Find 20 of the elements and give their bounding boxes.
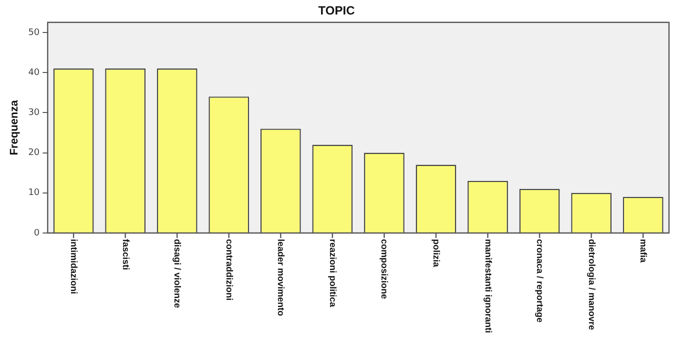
- x-tick-label: manifestanti ignoranti: [483, 239, 494, 334]
- x-tick-label: disagi / violenze: [172, 239, 183, 308]
- y-tick-label: 40: [28, 68, 40, 78]
- x-tick-label: intimidazioni: [69, 239, 80, 294]
- x-tick-label: cronaca / reportage: [535, 239, 546, 323]
- y-tick-label: 20: [28, 148, 40, 158]
- chart-title: TOPIC: [318, 4, 356, 18]
- x-tick-label: polizia: [432, 239, 442, 268]
- y-tick-label: 10: [28, 188, 40, 198]
- x-tick-label: contraddizioni: [224, 239, 234, 300]
- y-tick-label: 0: [34, 228, 40, 238]
- x-tick-label: fascisti: [120, 239, 131, 270]
- x-tick-label: reazioni politica: [328, 239, 338, 308]
- y-tick-label: 50: [28, 28, 40, 38]
- y-tick-label: 30: [28, 108, 40, 118]
- x-tick-label: dietrologia / manovre: [586, 239, 597, 330]
- x-tick-label: composizione: [380, 239, 390, 300]
- x-tick-label: leader movimento: [276, 239, 286, 317]
- x-tick-label: mafia: [638, 239, 649, 264]
- y-axis-title: Frequenza: [8, 99, 21, 156]
